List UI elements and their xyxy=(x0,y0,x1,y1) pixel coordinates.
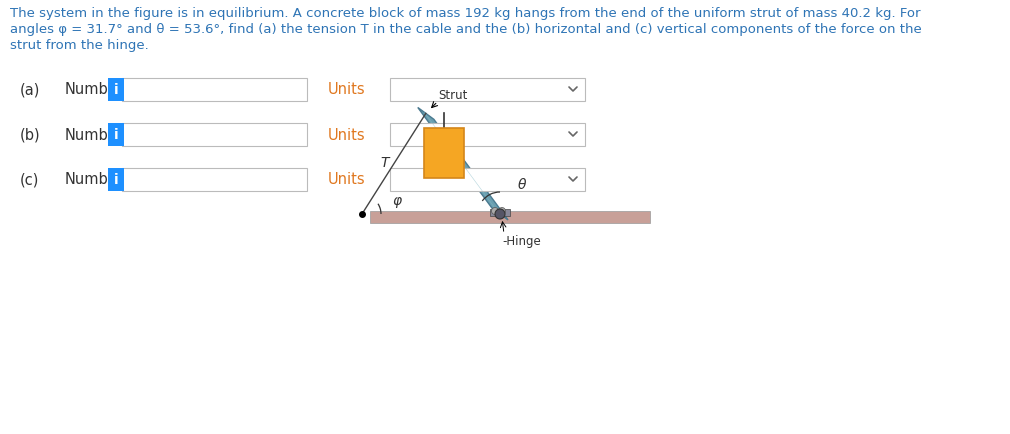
Text: θ: θ xyxy=(518,178,526,191)
Text: (b): (b) xyxy=(20,127,40,142)
Circle shape xyxy=(499,208,505,215)
Circle shape xyxy=(495,210,505,220)
Text: Units: Units xyxy=(328,172,366,187)
Text: strut from the hinge.: strut from the hinge. xyxy=(10,39,148,52)
Text: i: i xyxy=(114,83,118,97)
Text: Number: Number xyxy=(65,82,124,97)
Bar xyxy=(424,129,464,179)
Bar xyxy=(370,211,650,224)
Text: Number: Number xyxy=(65,172,124,187)
Polygon shape xyxy=(418,108,508,220)
Text: The system in the figure is in equilibrium. A concrete block of mass 192 kg hang: The system in the figure is in equilibri… xyxy=(10,7,920,20)
Bar xyxy=(390,123,585,146)
Bar xyxy=(108,168,124,191)
Text: i: i xyxy=(114,128,118,141)
Text: T: T xyxy=(381,155,389,169)
Bar xyxy=(390,168,585,191)
Text: Strut: Strut xyxy=(437,89,468,102)
Bar xyxy=(108,123,124,146)
Text: -Hinge: -Hinge xyxy=(502,234,540,247)
Text: i: i xyxy=(114,173,118,187)
Text: Number: Number xyxy=(65,127,124,142)
Bar xyxy=(108,78,124,101)
Circle shape xyxy=(492,208,499,215)
Text: angles φ = 31.7° and θ = 53.6°, find (a) the tension T in the cable and the (b) : angles φ = 31.7° and θ = 53.6°, find (a)… xyxy=(10,23,922,36)
Bar xyxy=(122,123,307,146)
Bar xyxy=(490,210,510,217)
Text: Units: Units xyxy=(328,127,366,142)
Bar xyxy=(122,168,307,191)
Text: (c): (c) xyxy=(20,172,39,187)
Text: Units: Units xyxy=(328,82,366,97)
Text: (a): (a) xyxy=(20,82,40,97)
Polygon shape xyxy=(423,112,499,214)
Text: φ: φ xyxy=(392,194,401,207)
Bar xyxy=(390,78,585,101)
Bar xyxy=(122,78,307,101)
